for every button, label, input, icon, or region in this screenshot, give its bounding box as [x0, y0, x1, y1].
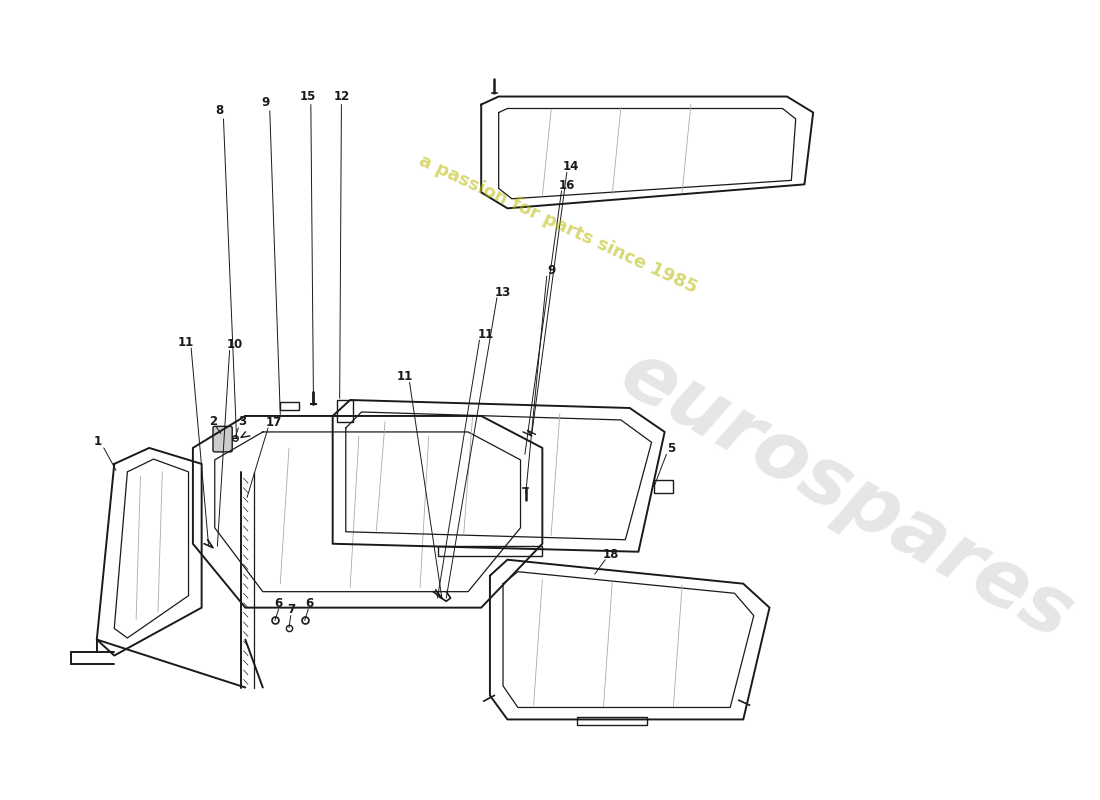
Text: 6: 6 [305, 597, 314, 610]
Bar [337, 400, 353, 422]
Text: 3: 3 [239, 415, 246, 428]
Text: 13: 13 [495, 286, 512, 298]
Text: 11: 11 [477, 328, 494, 341]
Text: 6: 6 [274, 597, 283, 610]
Text: 11: 11 [178, 336, 194, 349]
Text: 14: 14 [563, 160, 580, 174]
Text: 17: 17 [266, 416, 283, 429]
FancyBboxPatch shape [213, 426, 232, 452]
Text: a passion for parts since 1985: a passion for parts since 1985 [416, 152, 700, 297]
Text: 10: 10 [227, 338, 243, 350]
Text: 16: 16 [559, 178, 575, 192]
Text: 18: 18 [603, 548, 618, 561]
Bar [438, 546, 542, 556]
Text: 12: 12 [333, 90, 350, 103]
Bar [280, 402, 299, 410]
Text: 11: 11 [396, 370, 412, 383]
Text: eurospares: eurospares [606, 335, 1087, 657]
Text: 1: 1 [94, 435, 101, 448]
Bar [654, 480, 673, 493]
Text: 8: 8 [214, 105, 223, 118]
Text: 5: 5 [668, 442, 675, 455]
Text: 15: 15 [300, 90, 317, 103]
Text: 2: 2 [209, 415, 217, 428]
Text: 9: 9 [547, 264, 556, 277]
Text: 7: 7 [287, 602, 296, 616]
Text: 9: 9 [262, 97, 270, 110]
Bar [578, 717, 647, 725]
